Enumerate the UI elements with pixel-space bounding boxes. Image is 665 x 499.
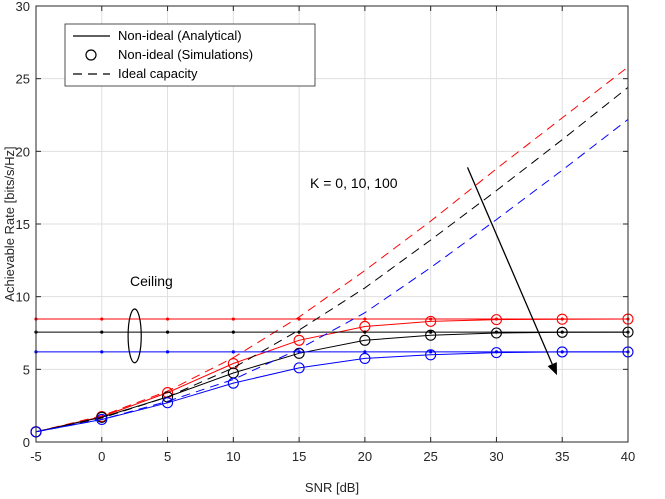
simulation-point xyxy=(359,334,371,346)
x-tick-label: 10 xyxy=(226,449,240,464)
y-tick-label: 30 xyxy=(16,0,30,14)
y-tick-label: 20 xyxy=(16,144,30,159)
analytical-line xyxy=(35,331,629,433)
y-axis-label: Achievable Rate [bits/s/Hz] xyxy=(2,146,17,301)
ceiling-dot xyxy=(429,317,433,321)
simulation-point xyxy=(227,377,239,389)
simulation-point xyxy=(96,413,108,426)
x-axis-label: SNR [dB] xyxy=(305,480,359,495)
simulation-point xyxy=(227,357,239,370)
simulation-point xyxy=(293,334,305,346)
simulation-point xyxy=(556,346,568,358)
simulation-point xyxy=(359,352,371,364)
ceiling-dot xyxy=(231,350,235,354)
ceiling-dot xyxy=(429,330,433,334)
k-arrow-line xyxy=(466,167,553,365)
simulation-point xyxy=(556,313,568,325)
ceiling-dot xyxy=(363,317,367,321)
simulation-point xyxy=(490,327,502,339)
y-tick-label: 0 xyxy=(23,435,30,450)
y-tick-label: 25 xyxy=(16,72,30,87)
x-tick-label: -5 xyxy=(30,449,42,464)
ceiling-dot xyxy=(165,350,170,354)
legend: Non-ideal (Analytical) Non-ideal (Simula… xyxy=(64,23,316,87)
ceiling-dot xyxy=(231,330,235,334)
legend-label-analytical: Non-ideal (Analytical) xyxy=(118,28,242,43)
ceiling-dot xyxy=(429,350,433,354)
y-tick-label: 10 xyxy=(16,290,30,305)
k-values-annotation: K = 0, 10, 100 xyxy=(310,175,398,191)
y-tick-labels: 0 5 10 15 20 25 30 xyxy=(16,0,30,450)
y-tick-label: 15 xyxy=(16,217,30,232)
simulation-point xyxy=(425,329,437,341)
y-tick-label: 5 xyxy=(23,362,30,377)
ceiling-dot xyxy=(494,317,499,321)
simulation-point xyxy=(293,347,305,359)
simulation-point xyxy=(490,314,502,326)
ideal-capacity-line xyxy=(35,66,629,433)
ceiling-dot xyxy=(100,317,104,321)
legend-box xyxy=(64,23,316,87)
legend-label-ideal: Ideal capacity xyxy=(118,66,198,81)
ceiling-dot xyxy=(363,330,367,334)
legend-label-simulations: Non-ideal (Simulations) xyxy=(118,47,253,62)
x-tick-label: 30 xyxy=(489,449,503,464)
ceiling-dot xyxy=(165,317,170,321)
simulation-point xyxy=(162,397,174,409)
x-tick-label: 20 xyxy=(358,449,372,464)
x-tick-labels: -5 0 5 10 15 20 25 30 35 40 xyxy=(30,449,635,464)
ceiling-dot xyxy=(100,330,104,334)
ceiling-dot xyxy=(165,330,170,334)
ceiling-dot xyxy=(297,317,301,321)
ceiling-annotation: Ceiling xyxy=(130,273,173,289)
simulation-point xyxy=(556,326,568,338)
ceiling-dot xyxy=(363,350,367,354)
simulation-point xyxy=(425,349,437,361)
ceiling-dot xyxy=(297,330,301,334)
ceiling-dot xyxy=(100,350,104,354)
simulation-point xyxy=(425,315,437,327)
x-tick-label: 40 xyxy=(621,449,635,464)
ceiling-dot xyxy=(297,350,301,354)
analytical-line xyxy=(35,351,628,433)
ideal-capacity-line xyxy=(35,87,629,433)
simulation-point xyxy=(490,347,502,359)
x-tick-label: 15 xyxy=(292,449,306,464)
x-tick-label: 25 xyxy=(423,449,437,464)
ticks xyxy=(35,5,629,443)
simulation-point xyxy=(162,391,174,403)
x-tick-label: 0 xyxy=(98,449,105,464)
simulation-point xyxy=(293,362,305,374)
x-tick-label: 5 xyxy=(164,449,171,464)
legend-circle-marker-icon xyxy=(85,49,97,61)
k-arrow-head xyxy=(547,362,557,376)
x-tick-label: 35 xyxy=(555,449,569,464)
ceiling-ellipse xyxy=(127,308,142,364)
analytical-line xyxy=(35,318,629,433)
ceiling-dot xyxy=(231,317,235,321)
annotations: K = 0, 10, 100 Ceiling xyxy=(127,167,557,376)
